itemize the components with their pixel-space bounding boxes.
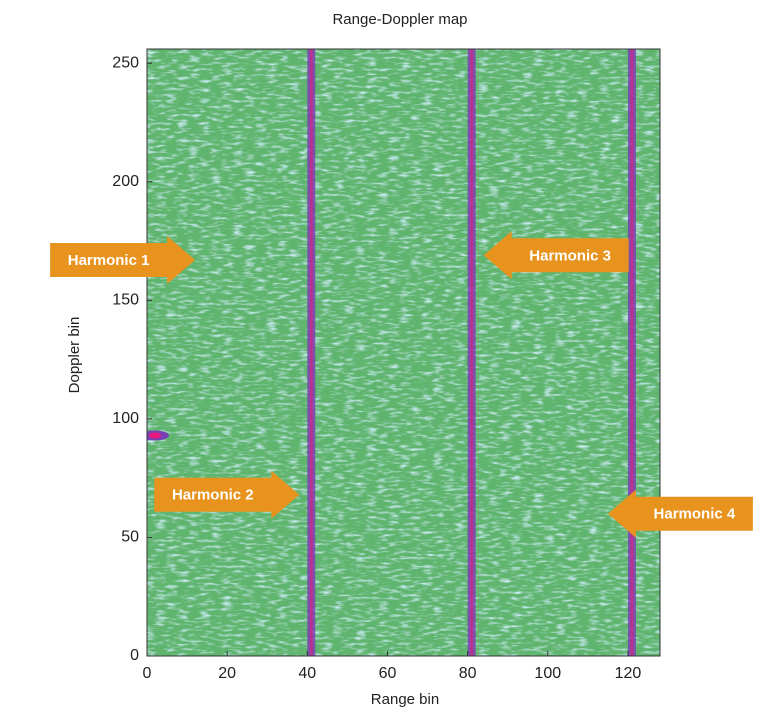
ridge-core bbox=[630, 49, 634, 656]
y-tick-label: 250 bbox=[112, 54, 139, 71]
annotation-arrow bbox=[483, 231, 629, 280]
annotation-arrow bbox=[50, 236, 196, 285]
x-tick-label: 60 bbox=[379, 665, 397, 682]
plot-frame bbox=[146, 48, 661, 657]
y-axis-label: Doppler bin bbox=[66, 317, 83, 394]
y-tick-label: 200 bbox=[112, 173, 139, 190]
x-tick-label: 100 bbox=[534, 665, 561, 682]
y-tick-label: 0 bbox=[130, 647, 139, 664]
y-tick-label: 150 bbox=[112, 292, 139, 309]
chart-title: Range-Doppler map bbox=[332, 11, 467, 28]
heatmap-texture bbox=[147, 49, 660, 656]
ridge-core bbox=[309, 49, 313, 656]
y-tick-label: 50 bbox=[121, 529, 139, 546]
x-tick-label: 120 bbox=[615, 665, 642, 682]
annotation-arrow bbox=[154, 470, 300, 519]
x-tick-label: 80 bbox=[459, 665, 477, 682]
x-tick-label: 20 bbox=[218, 665, 236, 682]
annotation-text: Harmonic 1 bbox=[68, 252, 150, 269]
ridge-core bbox=[470, 49, 474, 656]
plot-area bbox=[147, 49, 660, 656]
x-tick-label: 0 bbox=[143, 665, 152, 682]
x-axis-label: Range bin bbox=[371, 691, 439, 708]
annotation-text: Harmonic 3 bbox=[529, 247, 611, 264]
y-tick-label: 100 bbox=[112, 410, 139, 427]
x-tick-label: 40 bbox=[298, 665, 316, 682]
annotation-text: Harmonic 2 bbox=[172, 487, 254, 504]
overlay: 0 20 40 60 80 100 120 0 50 100 150 200 250 Harmonic 1… bbox=[50, 54, 753, 682]
annotation-text: Harmonic 4 bbox=[654, 506, 736, 523]
annotation-arrow bbox=[607, 489, 753, 538]
spot-core bbox=[149, 432, 162, 439]
